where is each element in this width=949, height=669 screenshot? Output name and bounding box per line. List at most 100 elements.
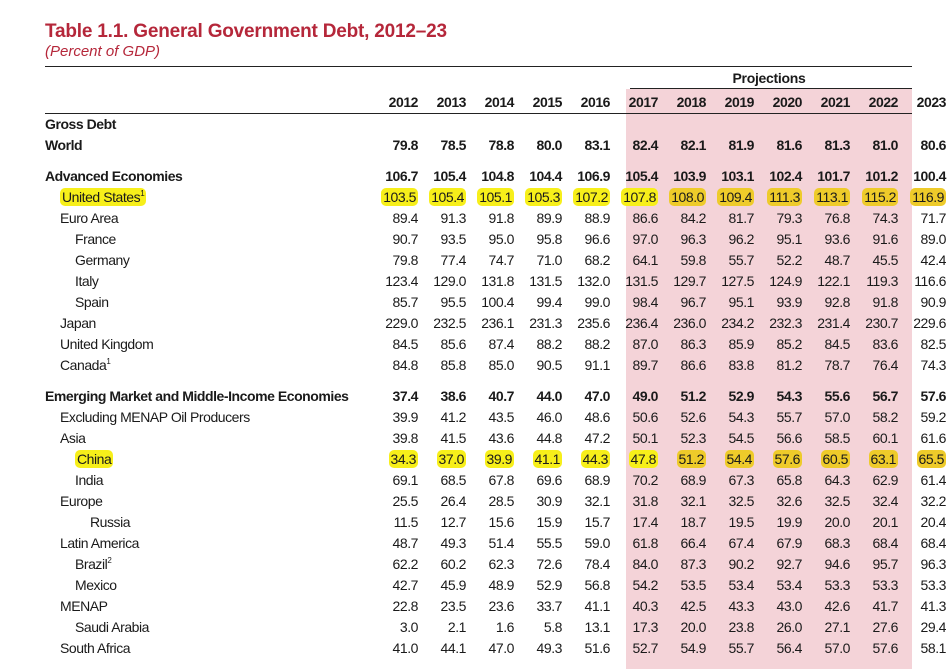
value-cell: 51.2: [658, 448, 706, 469]
value-cell: 47.0: [488, 639, 515, 656]
value-cell: 26.4: [440, 492, 467, 509]
value-cell: 56.4: [776, 639, 803, 656]
value-cell: [418, 113, 466, 134]
value-cell: 96.7: [680, 293, 707, 310]
value-cell: 55.5: [536, 534, 563, 551]
row-label: Japan: [45, 312, 370, 333]
value-cell: 72.6: [536, 555, 563, 572]
value-cell: 68.9: [680, 471, 707, 488]
row-label-text: Canada1: [60, 356, 111, 373]
value-cell: 92.7: [776, 555, 803, 572]
table-row: Saudi Arabia 3.0 2.1 1.6 5.8 13.1 17.3 20.0 23.8…: [45, 616, 946, 637]
value-cell: 30.9: [536, 492, 563, 509]
value-cell: 85.2: [776, 335, 803, 352]
value-cell: 44.1: [440, 639, 467, 656]
value-cell: 18.7: [680, 513, 707, 530]
value-cell: 62.3: [488, 555, 515, 572]
value-cell: 57.0: [824, 639, 851, 656]
row-label-text: United States1: [60, 187, 147, 206]
row-label: Russia: [45, 511, 370, 532]
value-cell: 67.3: [728, 471, 755, 488]
value-cell: 42.4: [920, 251, 947, 268]
highlighted-value: 54.4: [724, 449, 754, 468]
highlighted-value: 37.0: [436, 449, 466, 468]
value-cell: 15.6: [488, 513, 515, 530]
value-cell: [610, 113, 658, 134]
value-cell: 81.6: [776, 136, 803, 153]
highlighted-value: 51.2: [676, 449, 706, 468]
value-cell: 123.4: [385, 272, 418, 289]
value-cell: 55.7: [776, 408, 803, 425]
header-label-cell: [45, 91, 370, 113]
spacer-cell: [45, 375, 946, 385]
value-cell: 89.9: [536, 209, 563, 226]
row-label: France: [45, 228, 370, 249]
highlighted-value: 39.9: [484, 449, 514, 468]
value-cell: 105.4: [433, 167, 466, 184]
footnote-marker: 2: [107, 555, 112, 565]
value-cell: 20.0: [824, 513, 851, 530]
table-row: World 79.8 78.5 78.8 80.0 83.1 82.4 82.1 81.9 81.…: [45, 134, 946, 155]
value-cell: 127.5: [721, 272, 754, 289]
value-cell: 93.6: [824, 230, 851, 247]
footnote-marker: 1: [106, 356, 111, 366]
highlighted-value: 116.9: [910, 187, 946, 206]
value-cell: 89.7: [632, 356, 659, 373]
highlighted-value: 105.3: [525, 187, 562, 206]
value-cell: 61.4: [920, 471, 947, 488]
value-cell: 53.4: [776, 576, 803, 593]
value-cell: 96.3: [680, 230, 707, 247]
value-cell: 85.6: [440, 335, 467, 352]
spacer-row: [45, 375, 946, 385]
value-cell: 13.1: [584, 618, 611, 635]
table-row: India 69.1 68.5 67.8 69.6 68.9 70.2 68.9 67.3 65.…: [45, 469, 946, 490]
value-cell: 231.3: [529, 314, 562, 331]
value-cell: 104.8: [481, 167, 514, 184]
value-cell: 76.4: [872, 356, 899, 373]
row-label: Italy: [45, 270, 370, 291]
value-cell: 3.0: [399, 618, 419, 635]
value-cell: 27.6: [872, 618, 899, 635]
value-cell: 54.3: [776, 387, 803, 404]
value-cell: 68.2: [584, 251, 611, 268]
row-label: Euro Area: [45, 207, 370, 228]
value-cell: 79.3: [776, 209, 803, 226]
value-cell: 105.3: [514, 186, 562, 207]
value-cell: 232.5: [433, 314, 466, 331]
value-cell: 108.0: [658, 186, 706, 207]
highlighted-value: 105.4: [429, 187, 466, 206]
value-cell: 81.7: [728, 209, 755, 226]
value-cell: 87.0: [632, 335, 659, 352]
table-row: Euro Area 89.4 91.3 91.8 89.9 88.9 86.6 84.2 81.…: [45, 207, 946, 228]
row-label-text: Japan: [60, 314, 96, 331]
row-label: Advanced Economies: [45, 165, 370, 186]
value-cell: 51.6: [584, 639, 611, 656]
value-cell: 49.3: [440, 534, 467, 551]
value-cell: 95.1: [728, 293, 755, 310]
value-cell: 229.6: [913, 314, 946, 331]
value-cell: 92.8: [824, 293, 851, 310]
value-cell: 59.2: [920, 408, 947, 425]
value-cell: 11.5: [393, 513, 419, 530]
value-cell: 41.2: [440, 408, 467, 425]
value-cell: [562, 113, 610, 134]
highlighted-value: 60.5: [820, 449, 850, 468]
value-cell: 88.9: [584, 209, 611, 226]
value-cell: 95.7: [872, 555, 899, 572]
value-cell: 235.6: [577, 314, 610, 331]
value-cell: 91.6: [872, 230, 899, 247]
value-cell: 53.4: [728, 576, 755, 593]
highlighted-value: 111.3: [767, 187, 802, 206]
value-cell: 64.3: [824, 471, 851, 488]
value-cell: 100.4: [913, 167, 946, 184]
value-cell: 44.0: [536, 387, 563, 404]
value-cell: 41.1: [514, 448, 562, 469]
highlighted-value: 108.0: [669, 187, 706, 206]
row-label: Emerging Market and Middle-Income Econom…: [45, 385, 370, 406]
value-cell: 90.7: [392, 230, 419, 247]
highlighted-value: 103.5: [381, 187, 418, 206]
value-cell: 57.6: [754, 448, 802, 469]
value-cell: 69.1: [392, 471, 419, 488]
value-cell: 107.8: [610, 186, 658, 207]
value-cell: 53.5: [680, 576, 707, 593]
